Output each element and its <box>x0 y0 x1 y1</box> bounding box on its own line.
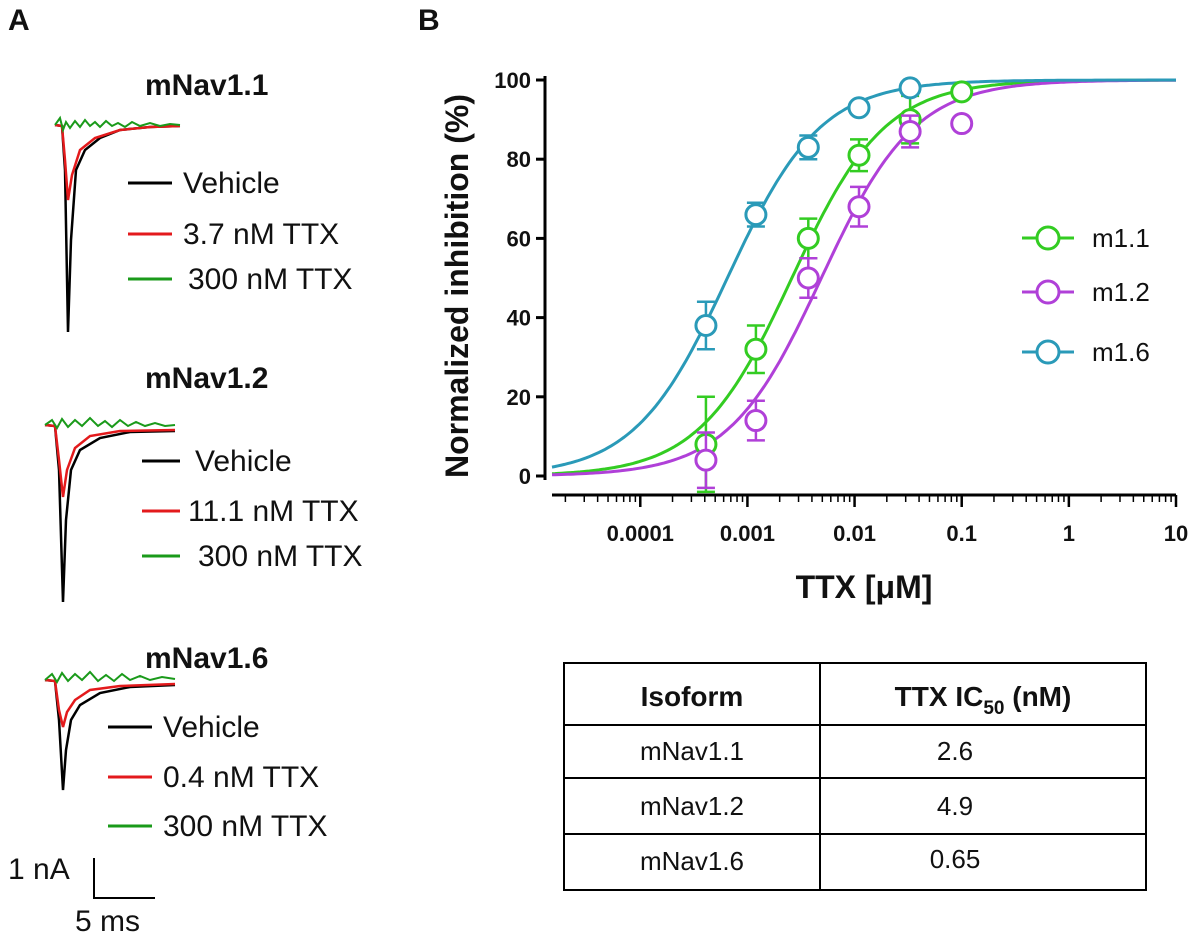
legend-low-dose: 3.7 nM TTX <box>183 218 339 251</box>
y-tick-label: 40 <box>507 306 531 331</box>
fit-curve-m1-2 <box>551 78 1176 477</box>
legend-high-dose: 300 nM TTX <box>188 263 353 296</box>
trace-title: mNav1.1 <box>145 69 268 102</box>
trace-high-dose <box>44 416 176 430</box>
trace-vehicle <box>44 678 176 791</box>
trace-high-dose <box>54 115 181 134</box>
y-axis-title: Normalized inhibition (%) <box>439 94 475 478</box>
legend-vehicle: Vehicle <box>183 167 280 200</box>
trace-title: mNav1.2 <box>145 362 268 395</box>
data-point-m1-2 <box>744 409 768 433</box>
y-tick-label: 100 <box>494 68 531 93</box>
trace-high-dose <box>44 670 176 684</box>
x-tick-label: 0.1 <box>946 521 977 546</box>
data-point-m1-1 <box>847 143 871 167</box>
data-point-m1-6 <box>898 76 922 100</box>
y-tick-label: 20 <box>507 385 531 410</box>
x-axis-ticks: 0.0001 0.001 0.01 0.1 1 10 <box>564 495 1188 546</box>
legend-marker <box>1035 225 1061 251</box>
y-tick-label: 0 <box>519 464 531 489</box>
table-header-ic50-main: TTX IC <box>895 681 984 712</box>
legend-low-dose: 11.1 nM TTX <box>188 495 359 528</box>
scale-bar: 1 nA 5 ms <box>8 853 155 938</box>
table-cell-ic50: 2.6 <box>937 736 973 766</box>
data-point-m1-6 <box>796 135 820 159</box>
data-point-m1-6 <box>694 314 718 338</box>
legend-marker <box>1035 339 1061 365</box>
trace-panel-mnav1-6: mNav1.6 Vehicle 0.4 nM TTX 300 nM TTX <box>44 642 328 843</box>
scale-bar-time: 5 ms <box>75 905 140 938</box>
trace-panel-mnav1-1: mNav1.1 Vehicle 3.7 nM TTX 300 nM TTX <box>54 69 353 333</box>
trace-low-dose <box>44 678 176 728</box>
legend-high-dose: 300 nM TTX <box>198 540 363 573</box>
chart-axes <box>543 76 1176 497</box>
chart-legend: m1.1 m1.2 m1.6 <box>1022 223 1150 367</box>
legend-label: m1.1 <box>1092 223 1150 253</box>
data-points <box>694 76 974 494</box>
data-point-m1-6 <box>847 96 871 120</box>
data-point-m1-2 <box>950 112 974 136</box>
data-point-m1-1 <box>950 80 974 104</box>
data-point-m1-1 <box>744 337 768 361</box>
legend-vehicle: Vehicle <box>163 711 260 744</box>
x-tick-label: 0.01 <box>833 521 876 546</box>
trace-low-dose <box>54 123 181 201</box>
trace-vehicle <box>54 123 181 333</box>
table-header-isoform: Isoform <box>641 681 744 712</box>
x-tick-label: 0.0001 <box>607 521 674 546</box>
x-tick-label: 10 <box>1164 521 1188 546</box>
fit-curve-m1-6 <box>551 78 1176 469</box>
legend-high-dose: 300 nM TTX <box>163 810 328 843</box>
table-cell-isoform: mNav1.1 <box>640 736 744 766</box>
data-point-m1-6 <box>744 203 768 227</box>
table-cell-ic50: 0.65 <box>930 844 981 874</box>
ic50-table: Isoform TTX IC50 (nM) mNav1.1 2.6 mNav1.… <box>563 662 1147 891</box>
table-header-ic50: TTX IC50 (nM) <box>895 681 1072 719</box>
scale-bar-current: 1 nA <box>8 853 70 886</box>
table-header-ic50-unit: (nM) <box>1004 681 1071 712</box>
table-cell-isoform: mNav1.6 <box>640 846 744 876</box>
trace-low-dose <box>44 423 176 498</box>
panel-a-label: A <box>8 4 30 37</box>
y-axis-ticks: 0 20 40 60 80 100 <box>494 68 545 489</box>
y-tick-label: 60 <box>507 226 531 251</box>
x-axis-title: TTX [μM] <box>796 569 933 605</box>
table-cell-isoform: mNav1.2 <box>640 791 744 821</box>
table-header-ic50-subscript: 50 <box>983 698 1004 719</box>
y-tick-label: 80 <box>507 147 531 172</box>
trace-panel-mnav1-2: mNav1.2 Vehicle 11.1 nM TTX 300 nM TTX <box>44 362 363 603</box>
legend-vehicle: Vehicle <box>195 445 292 478</box>
legend-low-dose: 0.4 nM TTX <box>163 761 319 794</box>
table-cell-ic50: 4.9 <box>937 791 973 821</box>
data-point-m1-2 <box>847 195 871 219</box>
trace-vehicle <box>44 423 176 603</box>
data-point-m1-2 <box>898 119 922 143</box>
legend-label: m1.2 <box>1092 277 1150 307</box>
data-point-m1-2 <box>796 266 820 290</box>
data-point-m1-1 <box>796 226 820 250</box>
table-border <box>563 662 1147 891</box>
legend-label: m1.6 <box>1092 337 1150 367</box>
trace-title: mNav1.6 <box>145 642 268 675</box>
legend-marker <box>1035 279 1061 305</box>
data-point-m1-2 <box>694 448 718 472</box>
x-tick-label: 0.001 <box>720 521 775 546</box>
x-tick-label: 1 <box>1063 521 1075 546</box>
panel-b-label: B <box>418 4 440 37</box>
